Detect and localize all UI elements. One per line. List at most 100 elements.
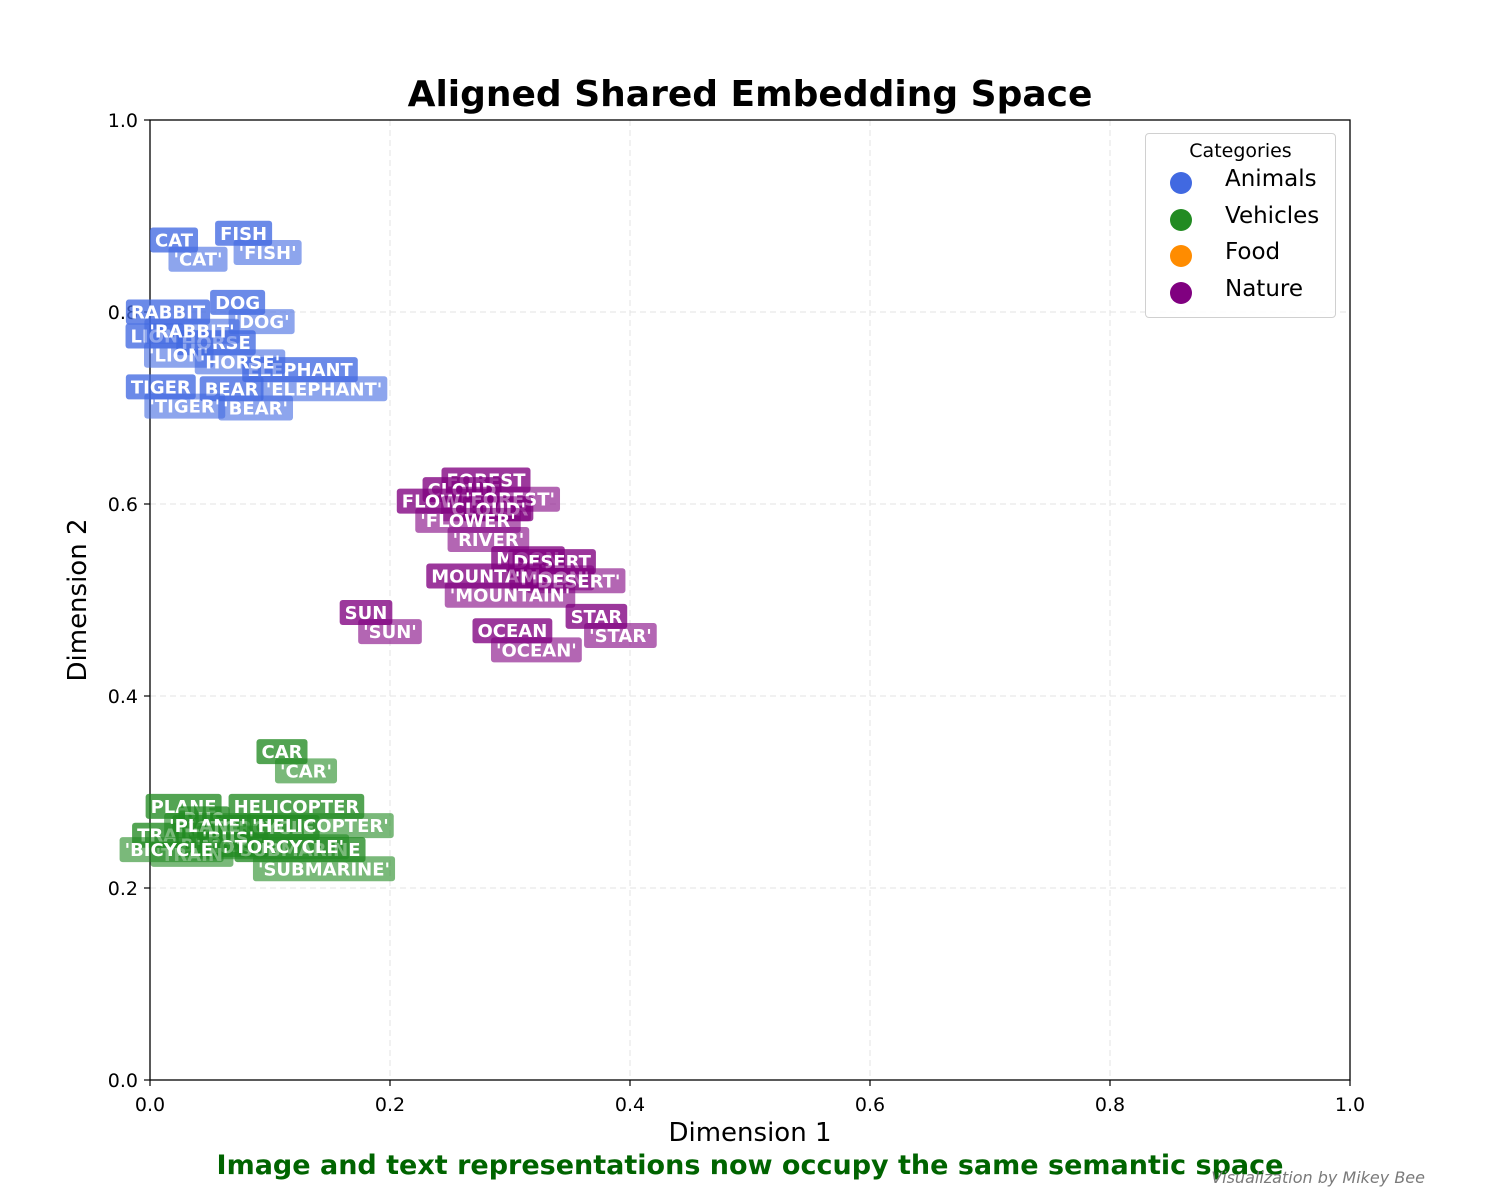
data-label-text: 'FLOWER' [420, 511, 515, 532]
text-point: 'ELEPHANT' [260, 376, 388, 402]
x-tick-label: 0.6 [855, 1094, 885, 1116]
y-tick-label: 0.2 [108, 878, 138, 900]
data-label-box [215, 220, 273, 246]
image-point: HELICOPTER [228, 793, 365, 819]
data-label-box [444, 582, 576, 608]
legend-label: Food [1225, 239, 1281, 265]
x-tick-label: 0.2 [375, 1094, 405, 1116]
data-label-text: 'SUBMARINE' [258, 859, 390, 880]
text-point: 'CAT' [168, 246, 228, 272]
legend-item-animals: Animals [1146, 162, 1335, 199]
data-label-box [228, 309, 295, 335]
y-tick-label: 1.0 [108, 110, 138, 132]
data-label-text: 'RIVER' [453, 530, 525, 551]
text-point: 'STAR' [584, 623, 657, 649]
data-label-text: CAT [155, 231, 194, 252]
data-label-box [210, 289, 266, 315]
data-label-text: 'RABBIT' [149, 322, 234, 343]
data-label-box [339, 599, 393, 625]
data-label-text: DOG [215, 293, 260, 314]
image-point: SUN [339, 599, 393, 625]
data-label-text: 'TIGER' [149, 397, 220, 418]
y-tick-label: 0.0 [108, 1070, 138, 1092]
data-labels: CATFISHDOGRABBITLIONHORSEELEPHANTTIGERBE… [119, 220, 657, 882]
text-point: 'DOG' [228, 309, 295, 335]
data-label-text: STAR [571, 607, 623, 628]
data-label-text: 'FISH' [239, 243, 297, 264]
x-axis-label: Dimension 1 [668, 1118, 832, 1148]
text-point: 'MOUNTAIN' [444, 582, 576, 608]
data-label-box [144, 318, 240, 344]
y-axis-label: Dimension 2 [63, 518, 93, 682]
data-label-text: OCEAN [477, 621, 547, 642]
credit-text: Visualization by Mikey Bee [1211, 1168, 1425, 1187]
data-label-box [149, 227, 199, 253]
data-label-text: 'SUN' [363, 622, 417, 643]
data-label-box [415, 507, 521, 533]
data-label-box [233, 239, 302, 265]
legend-marker [1170, 281, 1192, 304]
data-label-text: 'HELICOPTER' [252, 816, 389, 837]
legend-marker [1170, 208, 1192, 231]
legend-label: Nature [1225, 275, 1303, 302]
data-label-box [260, 376, 388, 402]
text-point: 'CAR' [274, 758, 338, 784]
data-label-box [256, 739, 308, 765]
chart-caption: Image and text representations now occup… [216, 1150, 1284, 1181]
text-point: 'SUN' [358, 619, 422, 645]
legend-title: Categories [1189, 140, 1292, 162]
text-point: 'TIGER' [144, 393, 226, 419]
data-label-text: 'STAR' [589, 626, 652, 647]
data-label-text: 'CAR' [280, 761, 332, 782]
data-label-text: 'OCEAN' [496, 640, 577, 661]
x-tick-label: 0.4 [615, 1094, 645, 1116]
legend-item-vehicles: Vehicles [1146, 199, 1335, 236]
data-label-text: CAR [261, 742, 302, 763]
image-point: TIGER [125, 374, 196, 400]
legend-marker [1170, 172, 1192, 194]
data-label-text: 'BEAR' [223, 399, 288, 420]
legend: Categories Animals Vehicles Food Nature [1145, 133, 1336, 318]
data-label-box [565, 603, 628, 629]
data-label-box [228, 793, 365, 819]
legend-item-food: Food [1146, 235, 1335, 272]
data-label-box [490, 637, 582, 663]
data-label-text: 'DOG' [234, 312, 290, 333]
data-label-box [472, 618, 553, 644]
data-label-text: RABBIT [131, 303, 206, 324]
image-point: RABBIT [125, 299, 211, 325]
data-label-box [144, 393, 226, 419]
data-label-box [125, 374, 196, 400]
data-label-box [125, 299, 211, 325]
data-label-text: 'BICYCLE' [125, 840, 219, 861]
y-tick-label: 0.4 [108, 686, 138, 708]
data-label-text: FISH [220, 224, 267, 245]
data-label-text: TIGER [131, 377, 191, 398]
image-point: STAR [565, 603, 628, 629]
data-label-box [447, 527, 530, 553]
y-tick-label: 0.6 [108, 494, 138, 516]
data-label-text: 'LION' [149, 346, 209, 367]
axes: 0.0 0.2 0.4 0.6 0.8 1.00.00.20.40.60.81.0 [108, 110, 1365, 1116]
image-point: OCEAN [472, 618, 553, 644]
image-point: CAR [256, 739, 308, 765]
text-point: 'SUBMARINE' [252, 856, 396, 882]
data-label-text: HELICOPTER [234, 797, 360, 818]
text-point: 'RABBIT' [144, 318, 240, 344]
text-point: 'FLOWER' [415, 507, 521, 533]
x-tick-label: 1.0 [1335, 1094, 1365, 1116]
x-tick-label: 0.0 [135, 1094, 165, 1116]
data-label-box [218, 395, 294, 421]
data-label-text: 'HORSE' [200, 352, 281, 373]
data-label-text: 'MOUNTAIN' [450, 586, 571, 607]
x-tick-label: 0.8 [1095, 1094, 1125, 1116]
data-label-box [358, 619, 422, 645]
data-label-text: 'ELEPHANT' [266, 379, 383, 400]
data-label-box [194, 349, 286, 375]
image-point: CAT [149, 227, 199, 253]
data-label-text: SUN [345, 603, 388, 624]
legend-item-nature: Nature [1146, 272, 1335, 309]
data-label-box [168, 246, 228, 272]
text-point: 'HELICOPTER' [247, 813, 394, 839]
